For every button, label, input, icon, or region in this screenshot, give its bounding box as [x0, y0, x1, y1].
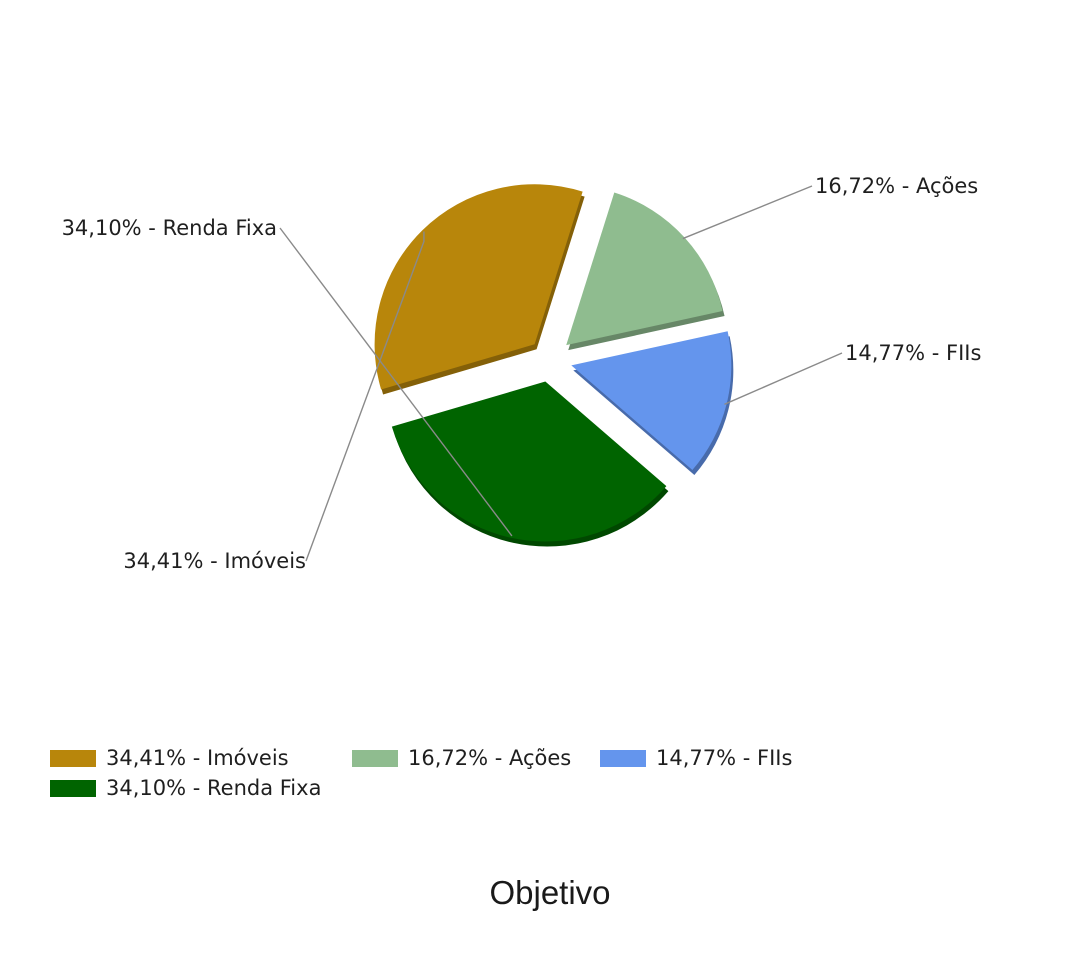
pie-slice-face-fiis [571, 331, 732, 471]
pie-plot-area: 34,41% - Imóveis 16,72% - Ações 14,77% - F… [62, 174, 982, 573]
legend-label-fiis: 14,77% - FIIs [656, 746, 793, 770]
legend-label-acoes: 16,72% - Ações [408, 746, 572, 770]
slice-label-imoveis: 34,41% - Imóveis [123, 549, 306, 573]
chart-legend: 34,41% - Imóveis 16,72% - Ações 14,77% -… [50, 744, 850, 808]
legend-swatch-renda-fixa [50, 779, 96, 797]
legend-label-imoveis: 34,41% - Imóveis [106, 746, 289, 770]
slice-label-fiis: 14,77% - FIIs [845, 341, 981, 365]
leader-line-renda-fixa [279, 227, 513, 537]
pie-slice-imoveis [374, 184, 585, 395]
leader-line-imoveis [305, 231, 425, 562]
chart-title: Objetivo [489, 874, 611, 911]
pie-slice-face-renda-fixa [391, 381, 667, 542]
legend-item-imoveis: 34,41% - Imóveis [50, 744, 289, 772]
pie-slice-fiis [571, 331, 734, 476]
legend-swatch-acoes [352, 749, 398, 767]
leader-line-acoes [682, 185, 813, 240]
legend-swatch-imoveis [50, 749, 96, 767]
pie-slice-face-imoveis [374, 184, 583, 390]
leader-line-fiis [724, 352, 843, 405]
legend-label-renda-fixa: 34,10% - Renda Fixa [106, 776, 322, 800]
legend-item-renda-fixa: 34,10% - Renda Fixa [50, 774, 321, 802]
legend-item-fiis: 14,77% - FIIs [600, 744, 792, 772]
legend-item-acoes: 16,72% - Ações [352, 744, 571, 772]
legend-swatch-fiis [600, 749, 646, 767]
pie-slice-face-acoes [566, 192, 723, 346]
pie-slice-renda-fixa [391, 381, 669, 547]
pie-slice-acoes [566, 192, 725, 351]
slice-label-acoes: 16,72% - Ações [815, 174, 978, 198]
slice-label-renda-fixa: 34,10% - Renda Fixa [62, 216, 277, 240]
